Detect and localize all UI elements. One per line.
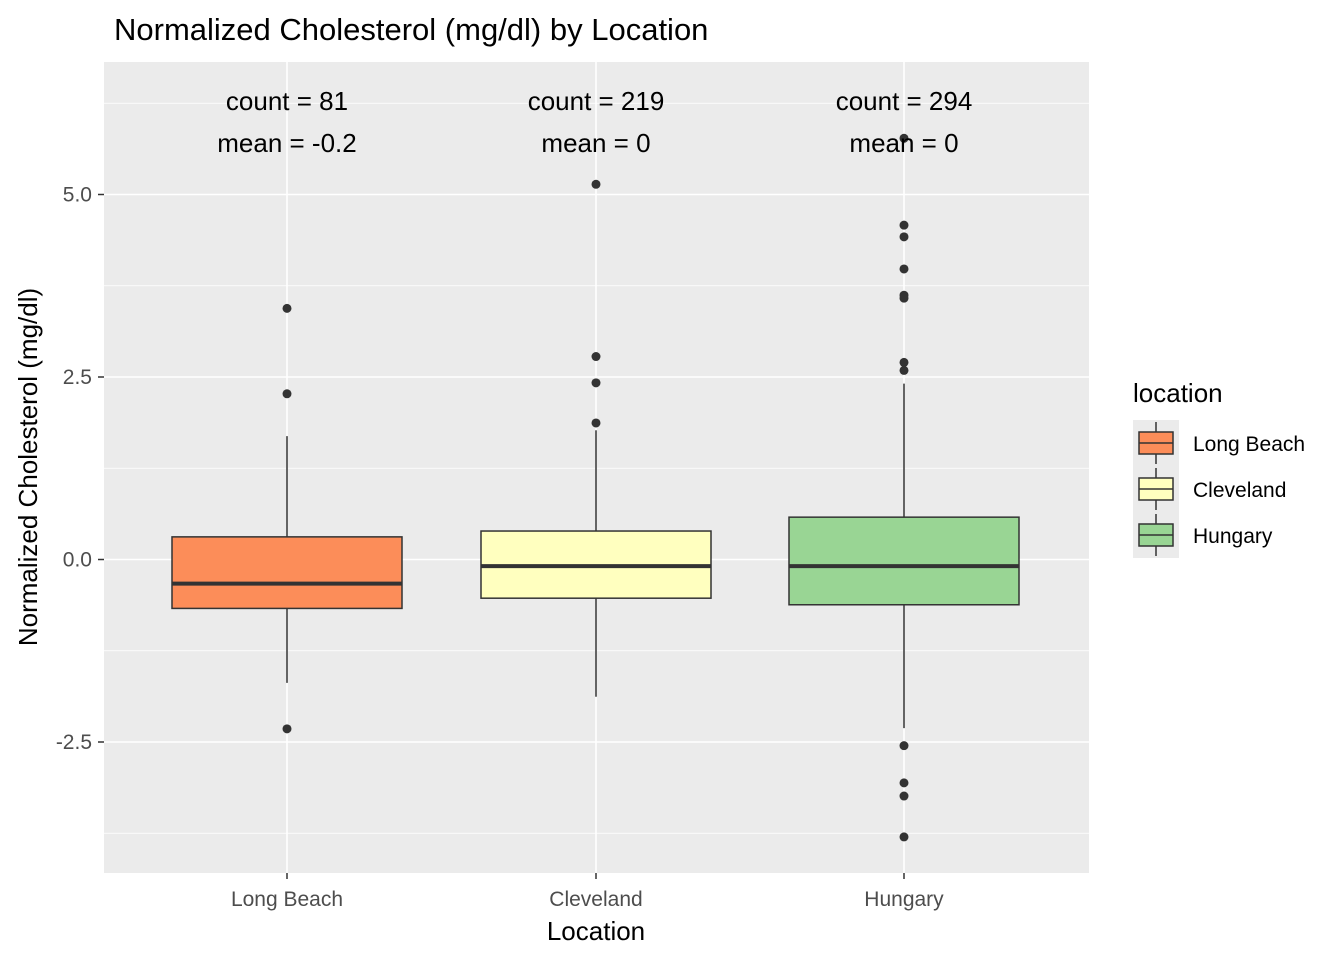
x-tick-label: Cleveland (549, 888, 642, 911)
legend-label: Long Beach (1193, 433, 1305, 456)
legend: location Long Beach Cleveland Hungary (1133, 378, 1305, 558)
outlier-point (899, 232, 909, 242)
outlier-point (591, 378, 601, 388)
boxes-layer (171, 133, 1020, 842)
box-long-beach (171, 303, 403, 734)
legend-key (1133, 512, 1179, 558)
outlier-point (899, 778, 909, 788)
box-hungary (788, 133, 1020, 842)
y-tick-label: -2.5 (56, 731, 92, 754)
outlier-point (282, 389, 292, 399)
y-tick-label: 0.0 (63, 549, 92, 572)
x-axis-title: Location (547, 916, 645, 946)
outlier-point (899, 791, 909, 801)
outlier-point (899, 832, 909, 842)
outlier-point (899, 357, 909, 367)
legend-title: location (1133, 378, 1223, 408)
y-axis: -2.5 0.0 2.5 5.0 (56, 184, 104, 754)
legend-key (1133, 420, 1179, 466)
outlier-point (591, 352, 601, 362)
mean-label: mean = 0 (849, 128, 958, 158)
box-iqr (788, 516, 1020, 606)
x-tick-label: Long Beach (231, 888, 343, 911)
x-tick-label: Hungary (864, 888, 944, 911)
box-cleveland (480, 179, 712, 697)
x-axis: Long Beach Cleveland Hungary (231, 873, 944, 911)
y-tick-label: 5.0 (63, 184, 92, 207)
chart-title: Normalized Cholesterol (mg/dl) by Locati… (114, 12, 708, 47)
y-tick-label: 2.5 (63, 366, 92, 389)
box-iqr (171, 536, 403, 610)
outlier-point (899, 293, 909, 303)
legend-label: Cleveland (1193, 479, 1286, 502)
outlier-point (282, 303, 292, 313)
outlier-point (591, 418, 601, 428)
count-label: count = 294 (836, 86, 973, 116)
y-axis-title: Normalized Cholesterol (mg/dl) (13, 288, 43, 646)
legend-label: Hungary (1193, 525, 1273, 548)
outlier-point (899, 133, 909, 143)
outlier-point (899, 365, 909, 375)
mean-label: mean = 0 (541, 128, 650, 158)
outlier-point (282, 724, 292, 734)
count-label: count = 219 (528, 86, 665, 116)
outlier-point (899, 220, 909, 230)
mean-label: mean = -0.2 (217, 128, 356, 158)
outlier-point (899, 741, 909, 751)
legend-key (1133, 466, 1179, 512)
count-label: count = 81 (226, 86, 348, 116)
outlier-point (591, 179, 601, 189)
annotations-layer: count = 81 mean = -0.2 count = 219 mean = 0… (217, 86, 972, 158)
outlier-point (899, 264, 909, 274)
